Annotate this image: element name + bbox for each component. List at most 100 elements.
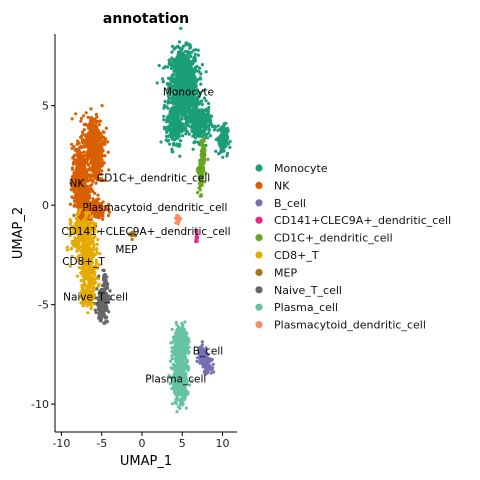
data-point bbox=[162, 103, 166, 108]
y-tick-label: -10 bbox=[31, 398, 49, 411]
data-point bbox=[178, 217, 182, 221]
cluster-label: CD8+_T bbox=[62, 256, 105, 268]
data-point bbox=[208, 134, 213, 138]
data-point bbox=[176, 96, 180, 100]
data-point bbox=[225, 135, 229, 139]
data-point bbox=[178, 62, 182, 66]
data-point bbox=[190, 73, 194, 78]
data-point bbox=[175, 58, 179, 62]
data-point bbox=[87, 145, 91, 149]
data-point bbox=[170, 357, 174, 361]
x-tick-label: 10 bbox=[216, 437, 230, 450]
data-point bbox=[106, 140, 110, 144]
data-point bbox=[188, 52, 192, 56]
data-point bbox=[197, 112, 201, 116]
data-point bbox=[177, 354, 181, 359]
data-point bbox=[88, 196, 92, 200]
data-point bbox=[188, 84, 192, 88]
data-point bbox=[203, 122, 208, 126]
cluster-label: Plasma_cell bbox=[145, 373, 206, 385]
legend-label: B_cell bbox=[274, 197, 306, 210]
data-point bbox=[196, 132, 200, 136]
data-point bbox=[198, 194, 202, 198]
data-point bbox=[65, 248, 69, 252]
x-axis-title: UMAP_1 bbox=[120, 454, 172, 469]
data-point bbox=[168, 96, 172, 101]
data-point bbox=[220, 128, 224, 132]
data-point bbox=[163, 99, 167, 104]
data-point bbox=[171, 346, 175, 350]
legend-swatch bbox=[255, 251, 263, 259]
data-point bbox=[178, 358, 182, 362]
data-point bbox=[175, 142, 179, 146]
data-point bbox=[183, 85, 187, 89]
data-point bbox=[169, 100, 173, 104]
data-point bbox=[216, 124, 220, 128]
data-point bbox=[90, 123, 94, 127]
data-point bbox=[99, 156, 103, 160]
data-point bbox=[75, 274, 80, 278]
data-point bbox=[80, 137, 85, 142]
data-point bbox=[202, 144, 206, 148]
data-point bbox=[181, 60, 185, 64]
data-point bbox=[185, 59, 189, 63]
data-point bbox=[173, 121, 177, 125]
data-point bbox=[204, 70, 208, 74]
data-point bbox=[87, 241, 91, 245]
data-point bbox=[200, 102, 204, 107]
data-point bbox=[70, 117, 74, 121]
series-monocyte bbox=[155, 26, 232, 159]
data-point bbox=[195, 64, 199, 68]
data-point bbox=[177, 369, 181, 373]
data-point bbox=[187, 365, 191, 369]
data-point bbox=[169, 107, 173, 111]
data-point bbox=[181, 104, 185, 108]
data-point bbox=[202, 147, 207, 151]
data-point bbox=[97, 134, 101, 138]
data-point bbox=[198, 66, 202, 70]
data-point bbox=[201, 155, 205, 159]
data-point bbox=[101, 214, 105, 218]
data-point bbox=[204, 365, 209, 369]
data-point bbox=[193, 84, 198, 88]
data-point bbox=[101, 217, 105, 221]
data-point bbox=[178, 142, 182, 147]
data-point bbox=[104, 287, 108, 291]
data-point bbox=[170, 56, 174, 60]
data-point bbox=[176, 70, 180, 74]
data-point bbox=[107, 168, 111, 172]
data-point bbox=[221, 155, 225, 159]
data-point bbox=[202, 136, 206, 140]
data-point bbox=[180, 134, 185, 138]
data-point bbox=[88, 237, 92, 242]
data-point bbox=[98, 152, 102, 156]
cluster-label: Plasmacytoid_dendritic_cell bbox=[82, 202, 227, 214]
data-point bbox=[184, 105, 188, 109]
data-point bbox=[85, 179, 89, 183]
data-point bbox=[83, 275, 87, 279]
data-point bbox=[217, 128, 221, 132]
data-point bbox=[174, 74, 178, 78]
data-point bbox=[70, 166, 75, 170]
data-point bbox=[93, 129, 97, 133]
data-point bbox=[87, 247, 91, 251]
data-point bbox=[162, 114, 166, 118]
data-point bbox=[198, 127, 202, 131]
data-point bbox=[81, 172, 86, 176]
chart-title: annotation bbox=[103, 11, 189, 27]
data-point bbox=[172, 143, 176, 147]
data-point bbox=[176, 85, 181, 89]
data-point bbox=[76, 204, 80, 208]
data-point bbox=[95, 156, 99, 160]
data-point bbox=[181, 392, 186, 397]
data-point bbox=[95, 198, 99, 202]
data-point bbox=[106, 214, 110, 218]
cluster-label: B_cell bbox=[193, 345, 224, 357]
data-point bbox=[161, 77, 165, 81]
data-point bbox=[180, 55, 184, 59]
data-point bbox=[90, 183, 94, 187]
data-point bbox=[209, 121, 213, 125]
data-point bbox=[97, 306, 101, 311]
data-point bbox=[88, 126, 92, 130]
data-point bbox=[172, 87, 176, 91]
